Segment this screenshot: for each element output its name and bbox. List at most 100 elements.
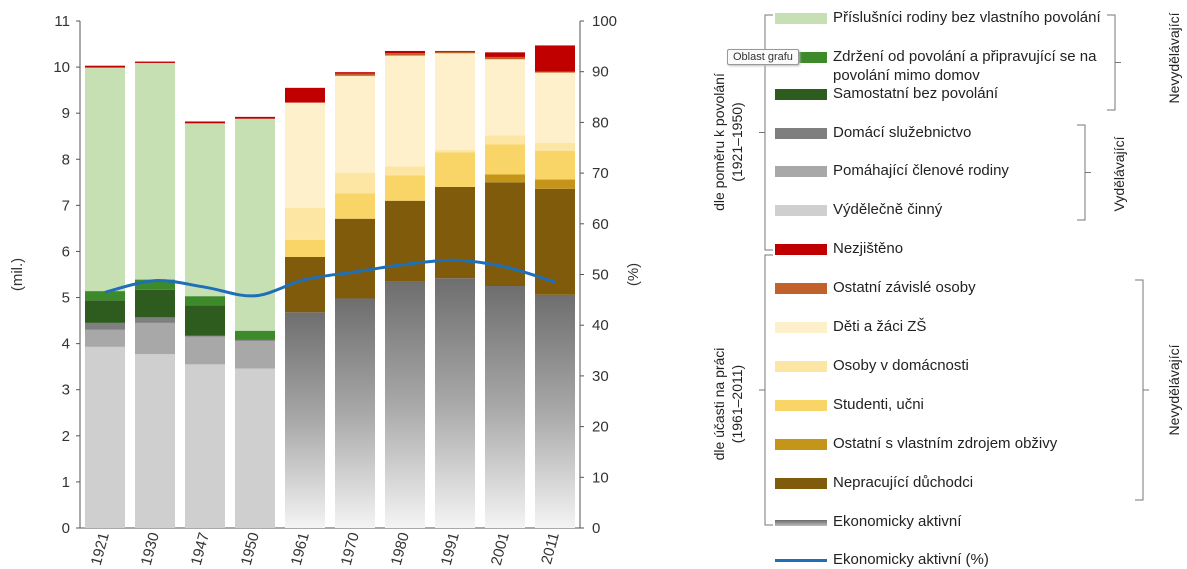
bar-segment — [135, 354, 175, 528]
legend-label: Nepracující důchodci — [833, 474, 974, 491]
bracket-vydelavajici — [1077, 124, 1091, 221]
y-tick-label-right: 80 — [592, 114, 609, 131]
x-tick-label: 1991 — [438, 531, 463, 568]
y-tick-label-left: 10 — [53, 59, 70, 76]
y-tick-label-right: 90 — [592, 64, 609, 81]
bar-segment — [135, 61, 175, 63]
bar-segment — [535, 150, 575, 180]
y-tick-label-right: 40 — [592, 317, 609, 334]
bar-segment — [435, 278, 475, 528]
legend-swatch — [775, 205, 827, 216]
legend-label: Ekonomicky aktivní — [833, 513, 962, 530]
y-axis-label-right: (%) — [625, 263, 642, 286]
bar-stack-1961 — [285, 87, 325, 528]
bar-segment — [285, 207, 325, 240]
bar-segment — [435, 186, 475, 279]
group-label-1921-1950: dle poměru k povolání (1921–1950) — [711, 73, 745, 211]
bar-segment — [235, 368, 275, 528]
y-tick-label-right: 20 — [592, 419, 609, 436]
x-tick-label: 1947 — [188, 531, 213, 568]
legend-label: Děti a žáci ZŠ — [833, 318, 927, 335]
bar-segment — [485, 56, 525, 60]
bar-segment — [485, 174, 525, 183]
bar-segment — [335, 218, 375, 299]
x-tick-label: 2011 — [538, 531, 563, 567]
y-tick-label-left: 1 — [62, 474, 70, 491]
bar-segment — [185, 296, 225, 306]
y-tick-label-left: 11 — [54, 13, 70, 30]
bar-segment — [85, 300, 125, 323]
y-tick-label-left: 3 — [62, 382, 70, 399]
legend-swatch — [775, 89, 827, 100]
legend-item: Zdržení od povolání a připravující se na… — [775, 48, 1153, 85]
legend-swatch — [775, 439, 827, 450]
bar-segment — [285, 239, 325, 257]
bar-segment — [85, 65, 125, 68]
bar-stack-1947 — [185, 121, 225, 528]
bar-segment — [185, 123, 225, 297]
legend-label: Domácí služebnictvo — [833, 124, 972, 141]
legend-item: Studenti, učni — [775, 396, 1153, 414]
nevydelavajici-label-top: Nevydělávající — [1166, 12, 1182, 104]
vydelavajici-label: Vydělávající — [1111, 136, 1127, 212]
bar-segment — [385, 53, 425, 56]
bar-stack-1921 — [85, 65, 125, 528]
bracket-1921-1950 — [759, 14, 773, 251]
bar-segment — [235, 118, 275, 331]
legend-item: Ostatní závislé osoby — [775, 279, 1153, 297]
legend-item: Pomáhající členové rodiny — [775, 162, 1153, 180]
bar-segment — [435, 53, 475, 151]
bar-segment — [385, 166, 425, 176]
legend-item: Samostatní bez povolání — [775, 85, 1153, 103]
bar-segment — [185, 121, 225, 124]
bar-segment — [135, 289, 175, 318]
bar-segment — [435, 152, 475, 187]
bar-segment — [85, 322, 125, 330]
bar-segment — [385, 281, 425, 528]
bar-segment — [435, 50, 475, 52]
y-tick-label-right: 70 — [592, 165, 609, 182]
bar-segment — [235, 116, 275, 119]
bar-stack-1970 — [335, 72, 375, 528]
bar-segment — [335, 73, 375, 76]
bar-segment — [535, 294, 575, 528]
bar-segment — [485, 135, 525, 145]
x-tick-label: 2001 — [488, 531, 513, 568]
bar-segment — [435, 51, 475, 54]
bar-segment — [435, 150, 475, 153]
y-tick-label-left: 8 — [62, 151, 70, 168]
y-tick-label-right: 30 — [592, 368, 609, 385]
bar-segment — [485, 52, 525, 57]
legend-item: Ekonomicky aktivní — [775, 513, 1153, 531]
legend-label: Zdržení od povolání a připravující se na… — [833, 48, 1097, 84]
bar-stack-2011 — [535, 45, 575, 528]
y-axis-label-left: (mil.) — [9, 258, 26, 291]
bar-segment — [485, 144, 525, 175]
legend-swatch — [775, 478, 827, 489]
bracket-nevydelavajici-top — [1107, 14, 1121, 111]
legend-swatch — [775, 128, 827, 139]
legend-swatch — [775, 166, 827, 177]
y-tick-label-left: 0 — [62, 520, 70, 537]
bar-segment — [485, 59, 525, 136]
bar-segment — [135, 279, 175, 290]
legend-label: Osoby v domácnosti — [833, 357, 969, 374]
legend-item: Domácí služebnictvo — [775, 124, 1153, 142]
legend-label: Nezjištěno — [833, 240, 904, 257]
y-tick-label-left: 4 — [62, 336, 70, 353]
bar-segment — [135, 62, 175, 280]
legend-label: Příslušníci rodiny bez vlastního povolán… — [833, 9, 1101, 26]
bar-segment — [385, 55, 425, 167]
y-tick-label-right: 10 — [592, 469, 609, 486]
bar-stack-1930 — [135, 61, 175, 528]
bar-segment — [385, 200, 425, 282]
bracket-nevydelavajici-bottom — [1135, 279, 1149, 501]
bar-stack-1991 — [435, 50, 475, 528]
bar-segment — [85, 346, 125, 528]
bar-segment — [535, 142, 575, 151]
legend-swatch — [775, 400, 827, 411]
line-series — [104, 258, 556, 298]
line-ekonomicky-aktivni-pct — [104, 258, 556, 298]
